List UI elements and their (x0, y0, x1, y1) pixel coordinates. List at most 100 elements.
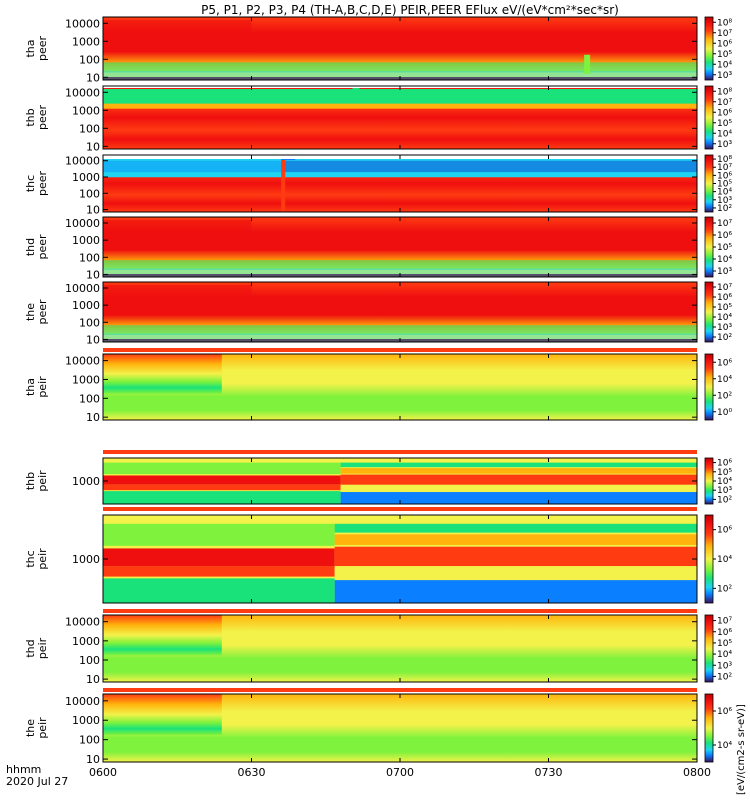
y-tick-label: 10 (86, 673, 100, 686)
x-axis-label-hhmm: hhmm (6, 763, 41, 776)
colorbar-tick-label: 10⁴ (717, 375, 732, 385)
colorbar-tick-label: 10⁷ (717, 283, 732, 293)
colorbar-tick-label: 10³ (717, 661, 732, 671)
units-label: [eV/(cm2-s sr-eV)] (736, 704, 747, 795)
panel-the-peir: 10 100 1000 10000 the peir 10⁴ 10⁶ (24, 688, 732, 766)
colorbar-tick-label: 10⁷ (717, 163, 732, 173)
spectrogram-cell (103, 354, 222, 394)
colorbar-tick-label: 10³ (717, 323, 732, 333)
colorbar-tick-label: 10⁵ (717, 639, 732, 649)
y-tick-label: 10000 (65, 86, 100, 99)
spectrogram-cell (340, 492, 697, 504)
colorbar-tick-label: 10⁸ (717, 18, 732, 28)
colorbar-tick-label: 10⁶ (717, 358, 732, 368)
y-tick-label: 1000 (72, 635, 100, 648)
y-tick-label: 10 (86, 411, 100, 424)
colorbar-tick-label: 10⁷ (717, 98, 732, 108)
colorbar-tick-label: 10³ (717, 486, 732, 496)
spectrogram-cell (281, 155, 286, 212)
panel-label-species: peir (36, 470, 49, 492)
y-tick-label: 10 (86, 333, 100, 346)
y-tick-label: 100 (79, 734, 100, 747)
colorbar (704, 16, 714, 81)
y-tick-label: 10000 (65, 282, 100, 295)
panel-label-probe: thc (24, 175, 37, 192)
colorbar-tick-label: 10⁵ (717, 468, 732, 478)
spectrogram-cell (103, 462, 341, 475)
panel-label-probe: thd (24, 238, 37, 256)
colorbar-tick-label: 10⁴ (717, 60, 732, 70)
y-tick-label: 100 (79, 392, 100, 405)
spectrogram-cell (103, 89, 697, 105)
spectrogram-cell (340, 474, 697, 485)
colorbar (704, 457, 714, 505)
panel-label-species: peir (36, 717, 49, 739)
y-tick-label: 10000 (65, 355, 100, 368)
spectrogram-cell (103, 62, 697, 73)
colorbar-tick-label: 10⁶ (717, 628, 732, 638)
colorbar-tick-label: 10⁴ (717, 129, 732, 139)
spectrogram-cell (334, 534, 697, 545)
spectrogram-cell (334, 567, 697, 579)
spectrogram-cell (334, 580, 697, 603)
spectrogram-cell (103, 220, 252, 250)
colorbar-tick-label: 10² (717, 672, 732, 682)
y-tick-label: 100 (79, 122, 100, 135)
colorbar-tick-label: 10⁰ (717, 408, 732, 418)
panel-label-probe: the (24, 719, 37, 737)
spectrogram-cell (340, 462, 697, 468)
spectrogram-cell (103, 260, 697, 270)
colorbar-tick-label: 10² (717, 204, 732, 214)
spectrogram-cell (103, 325, 697, 335)
spectrogram-cell (103, 548, 335, 567)
colorbar-tick-label: 10⁶ (717, 459, 732, 469)
colorbar-tick-label: 10⁴ (717, 255, 732, 265)
spectrogram-cell (103, 71, 697, 80)
y-tick-label: 10000 (65, 217, 100, 230)
y-tick-label: 10 (86, 140, 100, 153)
colorbar-tick-label: 10² (717, 584, 732, 594)
colorbar-tick-label: 10² (717, 495, 732, 505)
colorbar-tick-label: 10³ (717, 267, 732, 277)
panel-label-probe: thb (24, 472, 37, 490)
spectrogram-cell (334, 546, 697, 567)
colorbar-tick-label: 10⁴ (717, 313, 732, 323)
colorbar (704, 281, 714, 343)
spectrogram-cell (103, 688, 697, 692)
colorbar-tick-label: 10⁴ (717, 650, 732, 660)
colorbar-tick-label: 10⁷ (717, 29, 732, 39)
spectrogram-cell (352, 86, 360, 100)
x-tick-label: 0600 (89, 766, 117, 779)
spectrogram-cell (103, 694, 222, 735)
colorbar-tick-label: 10⁸ (717, 155, 732, 165)
spectrogram-cell (340, 485, 697, 492)
y-tick-label: 1000 (72, 35, 100, 48)
spectrogram-cell (103, 523, 335, 546)
spectrogram-cell (103, 333, 697, 342)
colorbar (704, 85, 714, 150)
colorbar-tick-label: 10⁸ (717, 87, 732, 97)
y-tick-label: 10 (86, 753, 100, 766)
colorbar-tick-label: 10⁵ (717, 50, 732, 60)
panel-label-species: peir (36, 548, 49, 570)
panel-label-probe: thc (24, 550, 37, 567)
y-tick-label: 100 (79, 251, 100, 264)
colorbar (704, 154, 714, 213)
x-tick-label: 0700 (386, 766, 414, 779)
panel-label-probe: tha (24, 39, 37, 57)
spectrogram-cell (103, 20, 252, 52)
y-tick-label: 1000 (72, 373, 100, 386)
y-tick-label: 100 (79, 654, 100, 667)
colorbar-tick-label: 10⁶ (717, 526, 732, 536)
y-tick-label: 1000 (72, 553, 100, 566)
colorbar-tick-label: 10⁴ (717, 188, 732, 198)
panel-label-probe: thd (24, 639, 37, 657)
colorbar (704, 514, 714, 604)
colorbar-tick-label: 10⁶ (717, 231, 732, 241)
y-tick-label: 1000 (72, 171, 100, 184)
spectrogram-cell (103, 507, 697, 511)
